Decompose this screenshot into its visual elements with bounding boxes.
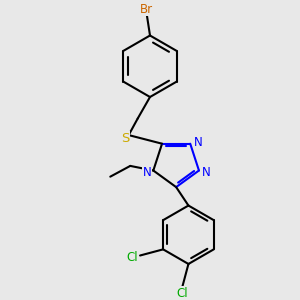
Text: Cl: Cl xyxy=(176,287,188,300)
Text: Cl: Cl xyxy=(127,250,138,263)
Text: Br: Br xyxy=(140,3,154,16)
Text: S: S xyxy=(121,132,130,145)
Text: N: N xyxy=(202,166,211,178)
Text: N: N xyxy=(143,166,152,178)
Text: N: N xyxy=(194,136,202,149)
